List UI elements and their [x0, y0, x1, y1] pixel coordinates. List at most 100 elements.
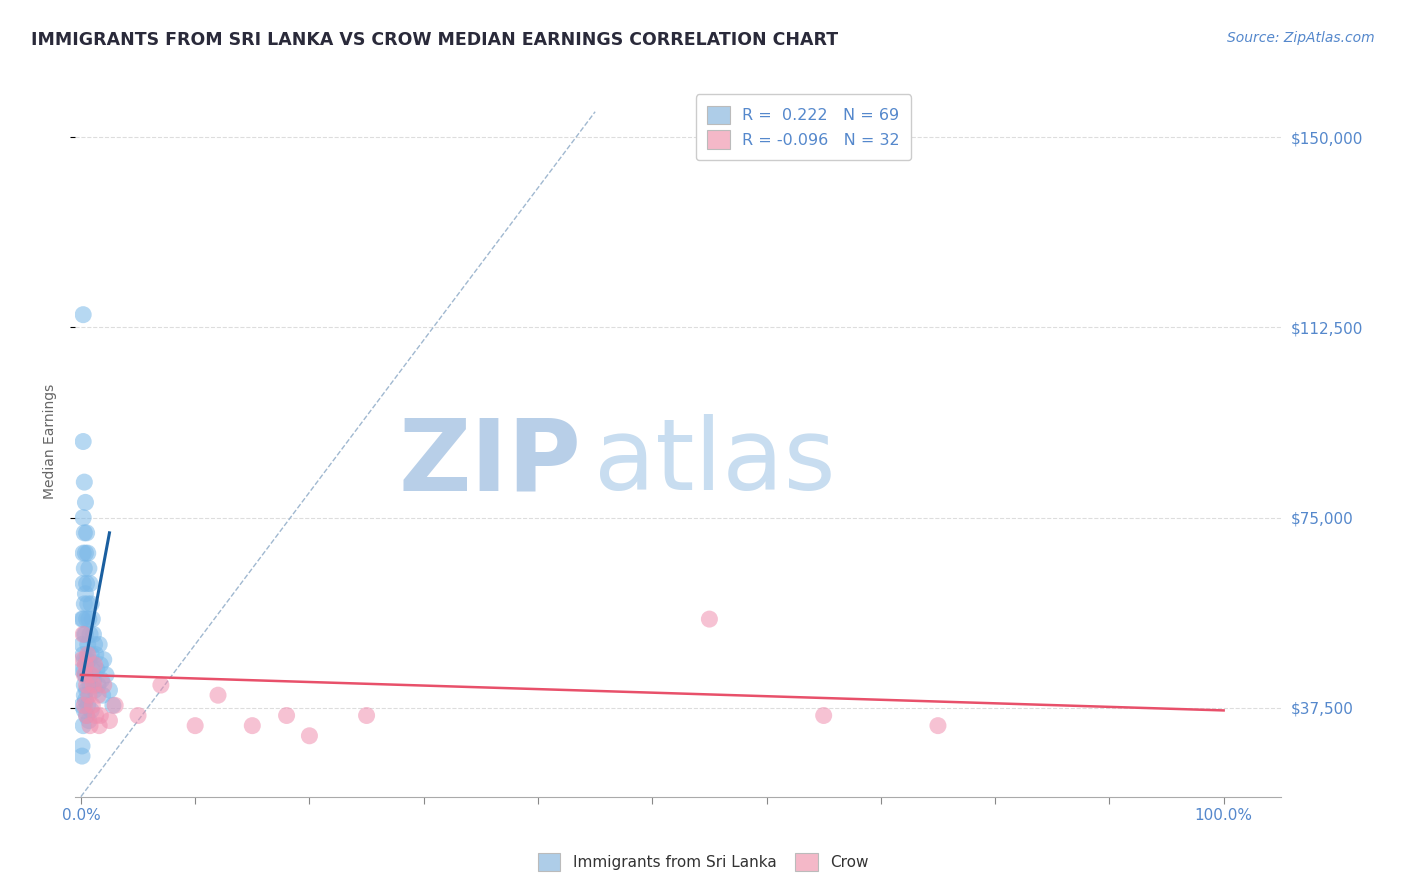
Point — [75, 587, 97, 601]
Point — [98, 714, 121, 728]
Point — [82, 698, 104, 713]
Point — [83, 637, 105, 651]
Point — [80, 703, 103, 717]
Point — [73, 698, 96, 713]
Point — [276, 708, 298, 723]
Point — [73, 653, 96, 667]
Point — [77, 688, 100, 702]
Point — [93, 653, 115, 667]
Point — [77, 561, 100, 575]
Point — [76, 653, 98, 667]
Point — [79, 576, 101, 591]
Point — [75, 657, 97, 672]
Text: IMMIGRANTS FROM SRI LANKA VS CROW MEDIAN EARNINGS CORRELATION CHART: IMMIGRANTS FROM SRI LANKA VS CROW MEDIAN… — [31, 31, 838, 49]
Text: atlas: atlas — [593, 414, 835, 511]
Point — [76, 597, 98, 611]
Y-axis label: Median Earnings: Median Earnings — [44, 384, 58, 500]
Point — [93, 678, 115, 692]
Point — [72, 510, 94, 524]
Point — [73, 668, 96, 682]
Point — [927, 719, 949, 733]
Point — [79, 678, 101, 692]
Point — [94, 668, 117, 682]
Point — [73, 688, 96, 702]
Point — [76, 678, 98, 692]
Point — [72, 627, 94, 641]
Point — [90, 673, 112, 687]
Point — [75, 627, 97, 641]
Legend: R =  0.222   N = 69, R = -0.096   N = 32: R = 0.222 N = 69, R = -0.096 N = 32 — [696, 95, 911, 160]
Point — [80, 648, 103, 662]
Legend: Immigrants from Sri Lanka, Crow: Immigrants from Sri Lanka, Crow — [529, 844, 877, 880]
Text: ZIP: ZIP — [399, 414, 582, 511]
Point — [84, 648, 107, 662]
Point — [86, 663, 108, 677]
Point — [101, 698, 124, 713]
Point — [98, 683, 121, 698]
Point — [70, 637, 93, 651]
Point — [73, 678, 96, 692]
Point — [70, 653, 93, 667]
Point — [70, 663, 93, 677]
Point — [76, 683, 98, 698]
Point — [70, 698, 93, 713]
Point — [70, 612, 93, 626]
Point — [80, 597, 103, 611]
Point — [72, 719, 94, 733]
Point — [72, 612, 94, 626]
Point — [75, 693, 97, 707]
Point — [89, 719, 111, 733]
Point — [82, 673, 104, 687]
Point — [76, 648, 98, 662]
Point — [77, 612, 100, 626]
Point — [79, 719, 101, 733]
Point — [72, 546, 94, 560]
Point — [89, 637, 111, 651]
Point — [76, 637, 98, 651]
Point — [76, 546, 98, 560]
Point — [72, 576, 94, 591]
Point — [813, 708, 835, 723]
Point — [73, 663, 96, 677]
Point — [699, 612, 721, 626]
Point — [73, 627, 96, 641]
Point — [75, 668, 97, 682]
Point — [72, 648, 94, 662]
Point — [89, 708, 111, 723]
Point — [87, 688, 110, 702]
Point — [356, 708, 378, 723]
Point — [82, 678, 104, 692]
Point — [75, 546, 97, 560]
Point — [83, 657, 105, 672]
Point — [73, 475, 96, 489]
Point — [76, 708, 98, 723]
Point — [298, 729, 321, 743]
Point — [75, 668, 97, 682]
Point — [87, 678, 110, 692]
Point — [76, 612, 98, 626]
Point — [184, 719, 207, 733]
Point — [73, 561, 96, 575]
Point — [82, 663, 104, 677]
Point — [83, 683, 105, 698]
Point — [82, 627, 104, 641]
Point — [73, 703, 96, 717]
Point — [84, 708, 107, 723]
Point — [82, 612, 104, 626]
Point — [77, 714, 100, 728]
Point — [79, 668, 101, 682]
Point — [73, 597, 96, 611]
Text: Source: ZipAtlas.com: Source: ZipAtlas.com — [1227, 31, 1375, 45]
Point — [76, 708, 98, 723]
Point — [207, 688, 229, 702]
Point — [91, 688, 114, 702]
Point — [76, 698, 98, 713]
Point — [73, 525, 96, 540]
Point — [70, 739, 93, 753]
Point — [104, 698, 127, 713]
Point — [79, 627, 101, 641]
Point — [76, 576, 98, 591]
Point — [76, 525, 98, 540]
Point — [80, 668, 103, 682]
Point — [70, 749, 93, 764]
